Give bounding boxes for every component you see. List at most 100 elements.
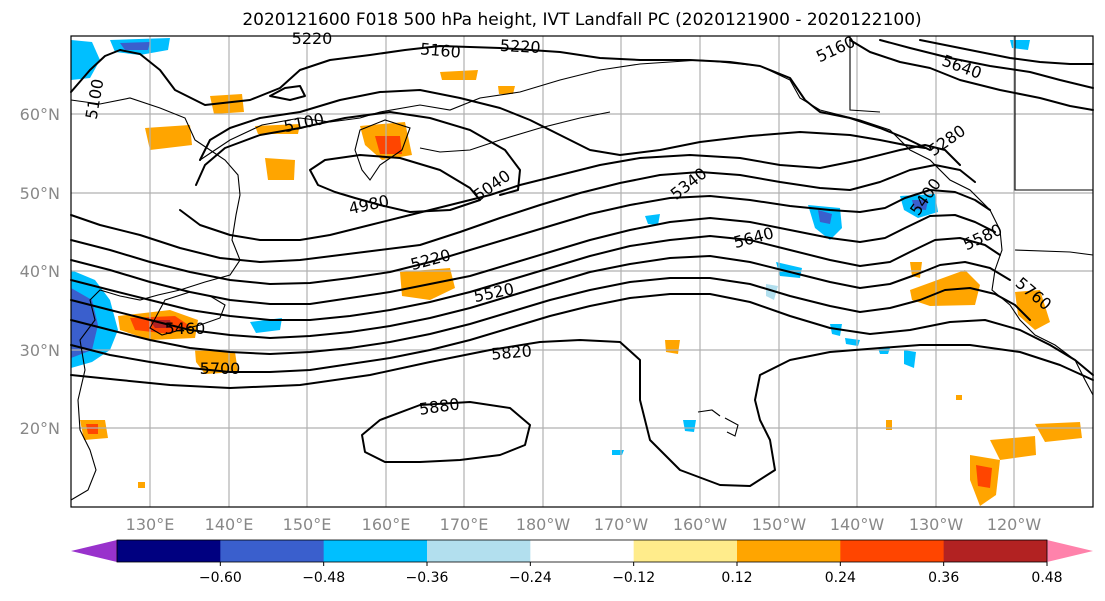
height-contours	[70, 39, 1094, 487]
lat-label: 30°N	[20, 341, 60, 360]
height-contour	[195, 111, 521, 196]
coastline-asia	[70, 97, 241, 501]
colorbar-extend-min	[71, 540, 117, 562]
ivt-negative-region	[904, 350, 916, 368]
lon-label: 160°W	[673, 515, 728, 534]
ivt-positive-region	[86, 424, 98, 434]
ivt-positive-region	[138, 482, 145, 488]
height-contour	[70, 214, 996, 305]
colorbar-segment	[943, 540, 1048, 562]
contour-label: 5220	[292, 29, 333, 48]
ivt-positive-region	[265, 158, 295, 180]
colorbar-segment	[427, 540, 531, 562]
colorbar-tick-label: −0.60	[199, 570, 242, 586]
colorbar-tick-label: 0.36	[928, 570, 959, 586]
colorbar-segment	[840, 540, 945, 562]
height-contour	[70, 45, 931, 151]
height-contour	[879, 39, 1094, 89]
height-contour	[70, 189, 991, 285]
ivt-negative-region	[845, 338, 860, 346]
lon-label: 140°W	[830, 515, 885, 534]
height-contour	[269, 85, 306, 101]
lon-label: 170°E	[440, 515, 489, 534]
longitude-labels: 130°E 140°E 150°E 160°E 170°E 180°W 170°…	[126, 515, 1042, 534]
political-borders	[1014, 249, 1094, 256]
colorbar-tick-label: 0.12	[721, 570, 752, 586]
ivt-negative-region	[912, 200, 928, 210]
height-contour	[70, 339, 1094, 487]
contour-label: 5820	[490, 341, 532, 363]
height-contour	[70, 277, 1031, 355]
coastline-aleutians	[419, 111, 611, 153]
colorbar-segment	[323, 540, 428, 562]
map-frame	[70, 35, 1094, 508]
lon-label: 170°W	[594, 515, 649, 534]
lat-label: 50°N	[20, 184, 60, 203]
colorbar: −0.60 −0.48 −0.36 −0.24 −0.12 0.12 0.24 0.36 0.4…	[71, 539, 1093, 586]
map-title: 2020121600 F018 500 hPa height, IVT Land…	[242, 10, 921, 30]
lon-label: 150°E	[283, 515, 332, 534]
height-contour	[919, 39, 1094, 65]
height-contour	[70, 164, 976, 263]
height-contour	[70, 255, 1011, 339]
colorbar-ticks: −0.60 −0.48 −0.36 −0.24 −0.12 0.12 0.24 0.36 0.4…	[199, 562, 1063, 586]
lon-label: 140°E	[205, 515, 254, 534]
ivt-negative-region	[612, 450, 624, 455]
ivt-negative-region	[250, 318, 282, 333]
lon-label: 180°W	[516, 515, 571, 534]
ivt-positive-region	[956, 395, 962, 400]
ivt-positive-region	[1035, 422, 1082, 442]
height-contour	[361, 401, 531, 463]
ivt-positive-region	[976, 465, 992, 488]
colorbar-tick-label: −0.24	[509, 570, 552, 586]
colorbar-extend-max	[1047, 540, 1093, 562]
height-contour	[70, 293, 1094, 376]
ivt-negative-region	[766, 284, 778, 300]
colorbar-tick-label: 0.48	[1031, 570, 1062, 586]
colorbar-segment	[530, 540, 635, 562]
height-contour	[70, 235, 1001, 321]
colorbar-segment	[737, 540, 841, 562]
ivt-positive-region	[145, 125, 192, 150]
contour-label: 5700	[200, 359, 241, 378]
ivt-positive-region	[665, 340, 680, 354]
contour-label: 5160	[419, 39, 461, 61]
ivt-negative-region	[645, 214, 660, 225]
political-borders	[849, 36, 1093, 191]
latitude-labels: 60°N 50°N 40°N 30°N 20°N	[20, 105, 60, 438]
lon-label: 130°W	[909, 515, 964, 534]
lat-label: 20°N	[20, 419, 60, 438]
ivt-negative-region	[818, 210, 832, 224]
gridlines	[71, 36, 1093, 507]
lon-label: 150°W	[752, 515, 807, 534]
contour-label: 5460	[165, 319, 206, 338]
colorbar-segments	[117, 540, 1048, 562]
contour-label: 5220	[499, 36, 541, 57]
coastlines	[70, 36, 1094, 501]
lat-label: 60°N	[20, 105, 60, 124]
colorbar-segment	[633, 540, 738, 562]
colorbar-segment	[220, 540, 325, 562]
ivt-negative-region	[830, 324, 842, 336]
ivt-negative-region	[683, 420, 696, 432]
coastline-hawaii	[697, 409, 739, 437]
lon-label: 130°E	[126, 515, 175, 534]
height-contour	[199, 89, 926, 161]
map-panel: 5220 5160 5220 5100 5100 4980 5040 5220 …	[70, 29, 1094, 508]
coastline-north-america	[199, 59, 1094, 396]
ivt-negative-region	[120, 42, 150, 50]
ivt-positive-region	[440, 70, 478, 80]
colorbar-tick-label: −0.48	[302, 570, 345, 586]
height-contour	[179, 144, 961, 241]
colorbar-tick-label: 0.24	[825, 570, 856, 586]
ivt-positive-region	[375, 136, 402, 154]
lon-label: 120°W	[987, 515, 1042, 534]
ivt-positive-region	[498, 86, 515, 94]
height-contour	[309, 154, 481, 213]
ivt-positive-region	[210, 94, 244, 114]
colorbar-tick-label: −0.12	[612, 570, 655, 586]
ivt-positive-region	[255, 124, 300, 134]
colorbar-segment	[117, 540, 221, 562]
ivt-positive-region	[195, 350, 238, 374]
coastline-kamchatka	[354, 119, 411, 181]
